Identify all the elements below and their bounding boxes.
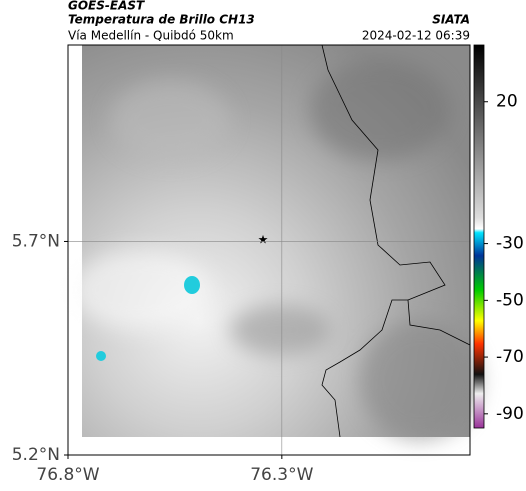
datetime: 2024-02-12 06:39 [362, 29, 470, 43]
colorbar-tick-label: -50 [496, 290, 524, 310]
colorbar-tick-label: -70 [496, 347, 524, 367]
title: GOES-EAST [68, 0, 145, 13]
colorbar [473, 44, 485, 429]
satellite-image: ★ [70, 44, 480, 440]
x-tick-label: 76.8°W [36, 465, 99, 485]
map-frame [67, 44, 471, 456]
y-tick-label: 5.2°N [12, 445, 60, 465]
colorbar-tick-label: -30 [496, 234, 524, 254]
subtitle: Temperatura de Brillo CH13 [68, 13, 255, 27]
source: SIATA [432, 13, 470, 27]
location: Vía Medellín - Quibdó 50km [68, 29, 234, 43]
y-tick-label: 5.7°N [12, 231, 60, 251]
x-tick-label: 76.3°W [250, 465, 313, 485]
colorbar-tick-label: -90 [496, 404, 524, 424]
colorbar-tick-label: 20 [496, 92, 518, 112]
svg-text:★: ★ [258, 233, 269, 247]
